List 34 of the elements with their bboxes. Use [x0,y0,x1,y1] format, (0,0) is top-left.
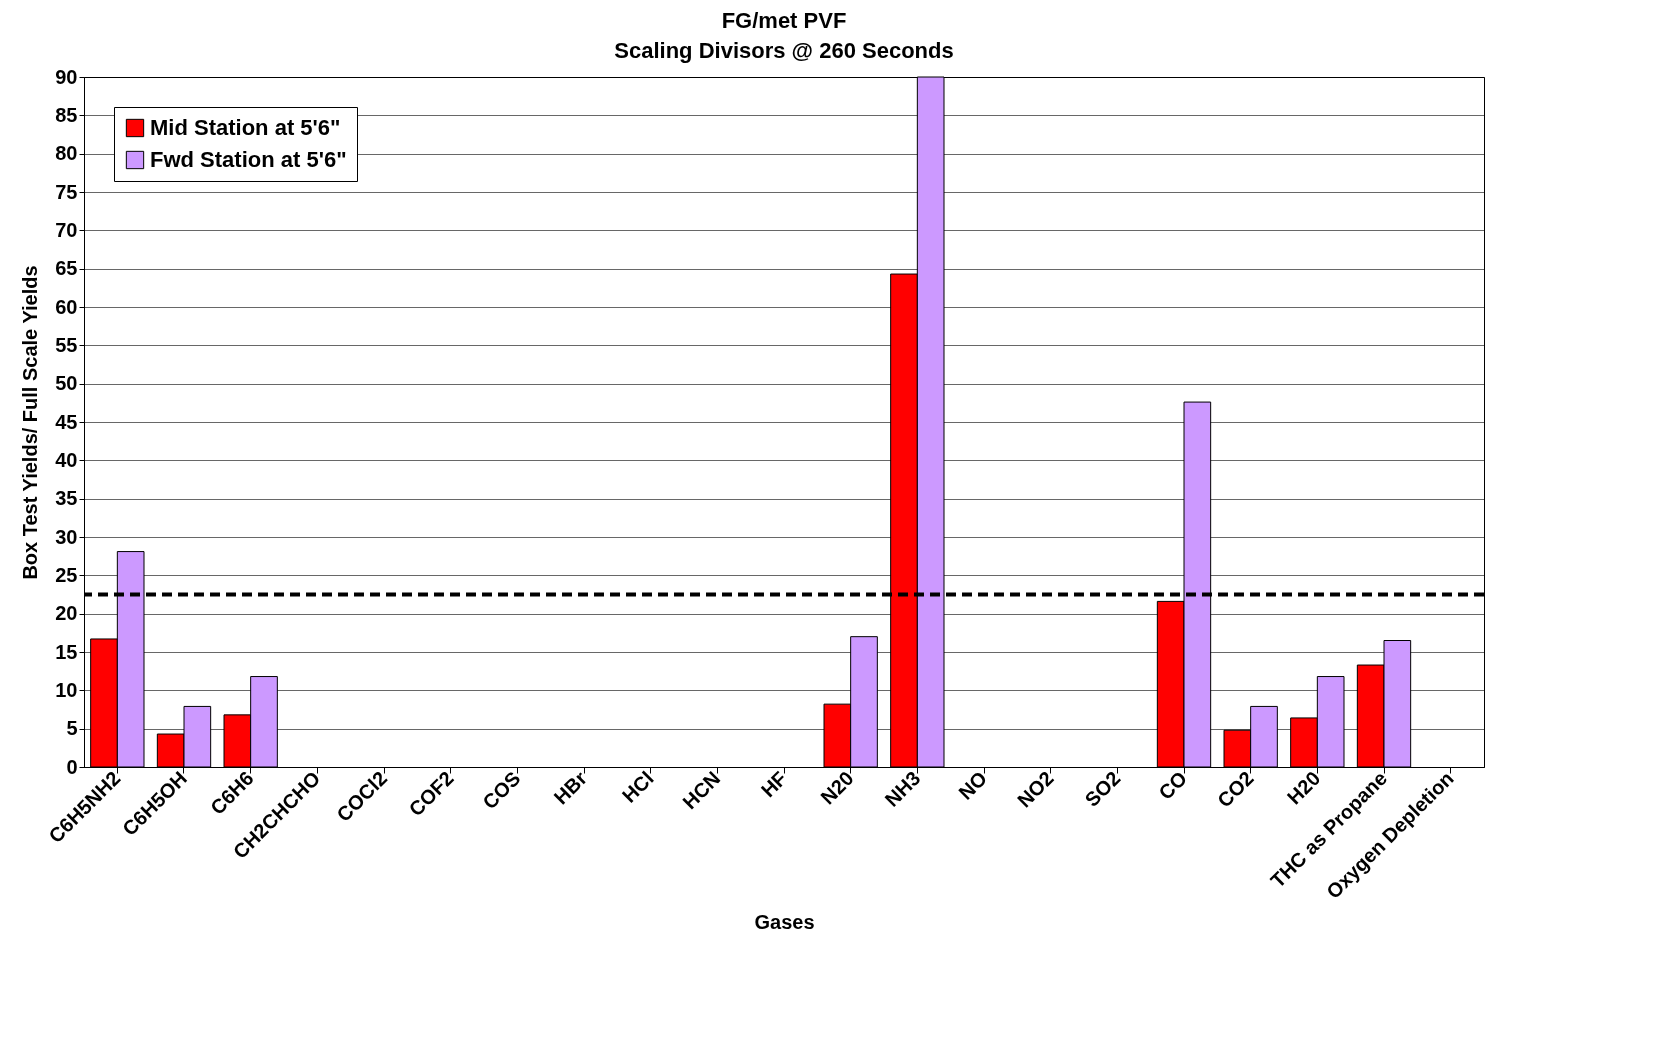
y-tick-label: 90 [55,65,78,88]
y-tick-label: 10 [55,678,78,701]
y-tick-label: 65 [55,257,78,280]
legend-label: Mid Station at 5'6" [150,115,341,140]
y-tick-label: 35 [55,487,78,510]
y-tick-label: 75 [55,180,78,203]
x-axis-title: Gases [754,910,815,933]
y-tick-label: 15 [55,640,78,663]
y-tick-label: 80 [55,142,78,165]
x-tick-label: HBr [549,766,592,809]
chart-subtitle: Scaling Divisors @ 260 Seconds [614,38,954,63]
y-tick-label: 30 [55,525,78,548]
y-tick-label: 20 [55,602,78,625]
x-tick-label: NO [954,767,992,804]
y-tick-label: 85 [55,103,78,126]
x-tick-label: HCl [617,767,658,807]
y-tick-label: 55 [55,333,78,356]
y-tick-label: 50 [55,372,78,395]
y-tick-label: 40 [55,448,78,471]
y-tick-label: 45 [55,410,78,433]
y-tick-label: 25 [55,563,78,586]
y-tick-label: 70 [55,218,78,241]
x-tick-label: H20 [1282,767,1325,809]
y-axis-title: Box Test Yields/ Full Scale Yields [19,265,42,580]
y-tick-label: 5 [66,717,78,740]
y-tick-label: 60 [55,295,78,318]
x-tick-label: SO2 [1080,767,1125,811]
x-tick-label: HF [756,767,792,802]
y-tick-label: 0 [66,755,78,778]
x-tick-label: CO [1154,767,1192,804]
x-tick-label: N20 [816,767,858,809]
legend-label: Fwd Station at 5'6" [150,147,347,172]
chart-title: FG/met PVF [721,8,847,33]
x-tick-label: CO2 [1213,767,1258,812]
